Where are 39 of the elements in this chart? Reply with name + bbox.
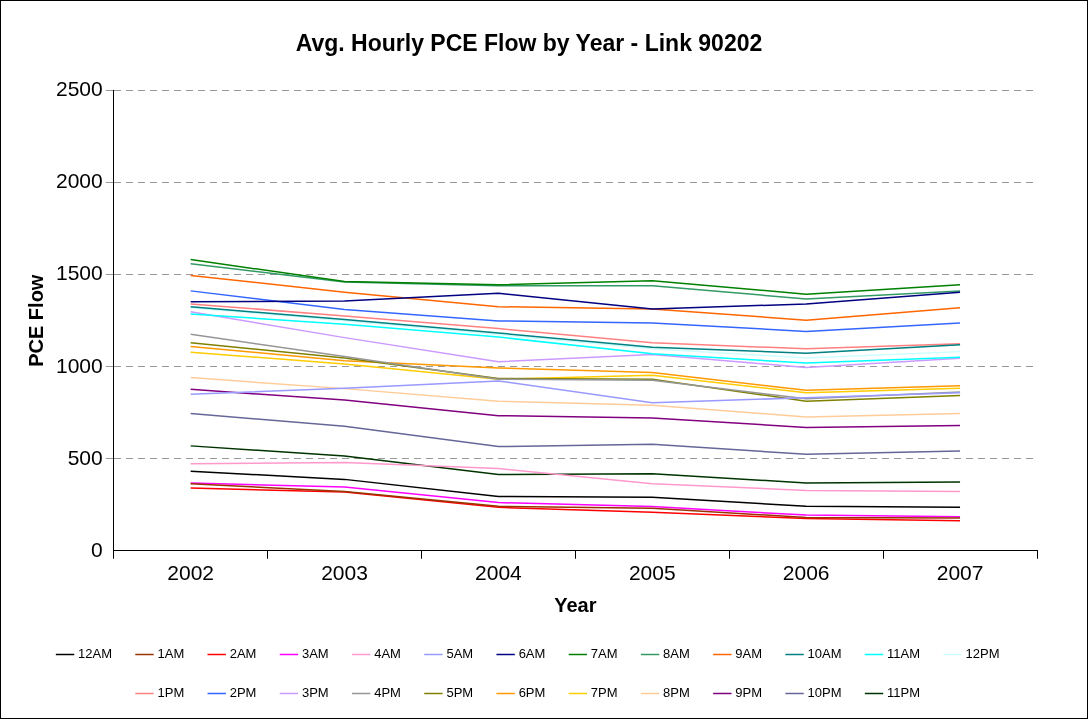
x-tick-label: 2005 (628, 561, 676, 585)
x-tick-label: 2004 (475, 561, 523, 585)
x-tick-label: 2003 (321, 561, 368, 585)
legend-label: 5AM (446, 646, 474, 662)
legend-label: 3AM (301, 646, 329, 662)
legend-label: 7AM (590, 646, 618, 662)
y-tick-label: 500 (67, 445, 103, 469)
legend-label: 11AM (887, 646, 921, 662)
y-tick-label: 2500 (56, 77, 103, 101)
y-tick-label: 2000 (56, 169, 103, 193)
legend-label: 10PM (807, 685, 842, 701)
legend-label: 1AM (157, 646, 185, 662)
legend-label: 12PM (965, 646, 1000, 662)
x-tick-label: 2006 (782, 561, 830, 585)
legend-label: 9PM (735, 685, 763, 701)
y-axis-title: PCE Flow (24, 274, 47, 367)
legend-label: 2AM (229, 646, 257, 662)
legend-label: 6AM (518, 646, 546, 662)
x-tick-label: 2007 (936, 561, 984, 585)
x-tick-label: 2002 (167, 561, 215, 585)
legend-label: 2PM (229, 685, 257, 701)
legend-label: 8PM (663, 685, 690, 701)
legend-label: 8AM (663, 646, 690, 662)
legend-label: 9AM (735, 646, 763, 662)
y-tick-label: 1500 (56, 261, 103, 285)
legend-label: 5PM (446, 685, 474, 701)
legend-label: 11PM (887, 685, 921, 701)
legend-label: 12AM (78, 646, 112, 662)
legend-label: 1PM (157, 685, 185, 701)
legend-label: 6PM (518, 685, 546, 701)
chart-title: Avg. Hourly PCE Flow by Year - Link 90202 (295, 30, 763, 57)
legend-label: 3PM (301, 685, 329, 701)
legend-label: 7PM (590, 685, 618, 701)
legend-label: 4AM (374, 646, 401, 662)
legend-label: 10AM (807, 646, 842, 662)
y-tick-label: 1000 (56, 353, 103, 377)
legend-label: 4PM (374, 685, 401, 701)
x-axis-title: Year (554, 593, 597, 616)
y-tick-label: 0 (91, 537, 103, 561)
